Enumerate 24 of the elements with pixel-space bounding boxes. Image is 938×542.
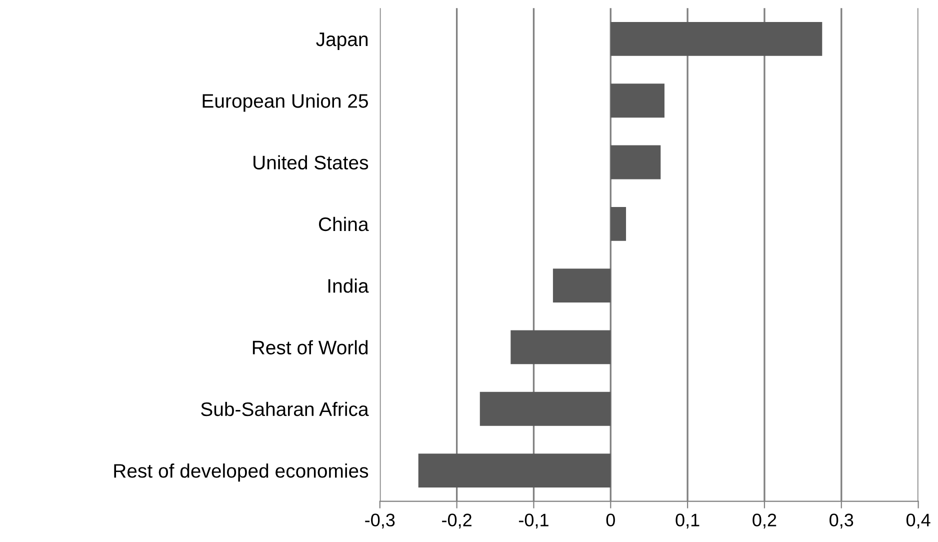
- y-tick-label: Sub-Saharan Africa: [201, 402, 369, 416]
- bar: [610, 22, 822, 56]
- y-tick-label: United States: [254, 155, 368, 170]
- y-tick-label: India: [328, 278, 369, 293]
- x-tick-label: 0,3: [830, 514, 854, 529]
- bar: [552, 268, 611, 303]
- x-tick-label: 0,1: [676, 514, 700, 529]
- x-tick-label: 0,4: [906, 514, 930, 529]
- bar: [480, 392, 611, 426]
- bar: [610, 206, 626, 241]
- x-tick-label: -0,2: [442, 514, 472, 529]
- x-tick-label: -0,1: [518, 514, 548, 529]
- bar: [610, 84, 664, 118]
- bar: [510, 330, 611, 364]
- bar: [418, 454, 611, 488]
- y-tick-label: European Union 25: [202, 94, 368, 112]
- y-tick-label: Rest of developed economies: [114, 463, 368, 482]
- x-tick-label: 0,2: [752, 514, 776, 529]
- y-tick-label: Rest of World: [252, 340, 368, 354]
- bar: [610, 145, 661, 180]
- x-tick-label: 0: [606, 514, 615, 526]
- y-tick-label: China: [318, 216, 369, 232]
- x-tick-label: -0,3: [365, 514, 395, 529]
- y-tick-label: Japan: [316, 32, 368, 50]
